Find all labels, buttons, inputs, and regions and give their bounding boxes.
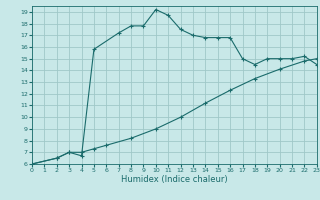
X-axis label: Humidex (Indice chaleur): Humidex (Indice chaleur) <box>121 175 228 184</box>
